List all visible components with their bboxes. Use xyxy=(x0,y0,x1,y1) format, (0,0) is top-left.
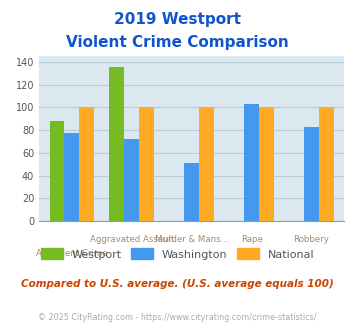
Bar xyxy=(109,67,124,221)
Text: All Violent Crime: All Violent Crime xyxy=(36,249,108,258)
Bar xyxy=(259,107,274,221)
Bar xyxy=(139,107,154,221)
Text: Aggravated Assault: Aggravated Assault xyxy=(90,235,174,244)
Bar xyxy=(50,121,65,221)
Text: Rape: Rape xyxy=(241,235,262,244)
Legend: Westport, Washington, National: Westport, Washington, National xyxy=(41,248,314,260)
Text: 2019 Westport: 2019 Westport xyxy=(114,12,241,26)
Bar xyxy=(199,107,214,221)
Text: Robbery: Robbery xyxy=(294,235,329,244)
Bar xyxy=(304,127,319,221)
Bar xyxy=(244,104,259,221)
Text: Compared to U.S. average. (U.S. average equals 100): Compared to U.S. average. (U.S. average … xyxy=(21,279,334,289)
Bar xyxy=(184,163,199,221)
Bar xyxy=(124,139,139,221)
Bar xyxy=(65,133,80,221)
Text: Murder & Mans...: Murder & Mans... xyxy=(155,235,229,244)
Bar xyxy=(319,107,334,221)
Text: Violent Crime Comparison: Violent Crime Comparison xyxy=(66,35,289,50)
Text: © 2025 CityRating.com - https://www.cityrating.com/crime-statistics/: © 2025 CityRating.com - https://www.city… xyxy=(38,314,317,322)
Bar xyxy=(80,107,94,221)
